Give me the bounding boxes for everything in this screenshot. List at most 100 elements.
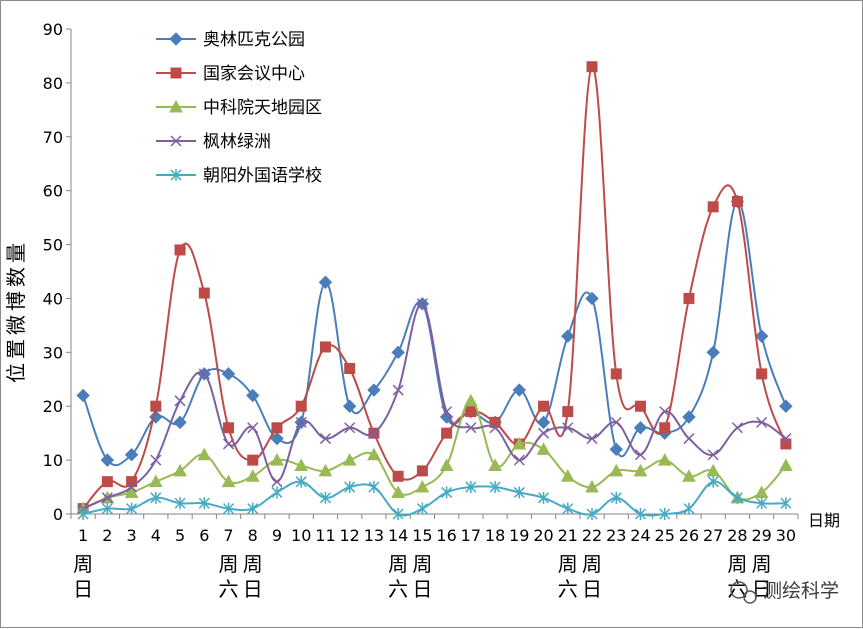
data-point (148, 474, 163, 488)
legend-label: 国家会议中心 (203, 64, 305, 84)
data-point (465, 422, 477, 434)
data-point (270, 453, 284, 466)
data-point (609, 442, 623, 457)
series-1 (76, 194, 793, 467)
data-point (610, 491, 622, 504)
weekday-annotation: 周 (73, 552, 93, 576)
data-point (271, 476, 283, 488)
data-point (659, 422, 671, 434)
data-point (150, 454, 162, 466)
x-tick-label: 29 (751, 526, 771, 545)
data-point (416, 502, 428, 515)
weekday-annotation: 周 (752, 552, 772, 576)
data-point (610, 416, 622, 428)
data-point (150, 491, 162, 504)
x-tick-label: 24 (630, 526, 650, 545)
x-tick-label: 27 (703, 526, 723, 545)
legend-marker (170, 67, 182, 79)
weekday-annotation: 日 (412, 577, 432, 601)
data-point (560, 469, 575, 482)
data-point (633, 421, 648, 435)
data-point (416, 298, 428, 310)
data-point (465, 406, 477, 418)
data-point (562, 502, 574, 515)
data-point (634, 449, 647, 461)
y-axis-label-char: 量 (4, 243, 28, 263)
data-point (706, 345, 720, 360)
data-point (221, 474, 236, 488)
x-tick-label: 6 (199, 526, 209, 545)
y-tick-label: 50 (43, 236, 63, 255)
data-point (295, 475, 307, 488)
weekday-annotation: 周 (727, 552, 747, 576)
data-point (344, 481, 356, 494)
data-point (754, 329, 769, 343)
data-point (731, 195, 743, 207)
weekday-annotation: 周 (582, 552, 602, 576)
y-axis-label-char: 置 (4, 339, 28, 359)
legend-item: 枫林绿洲 (156, 132, 271, 152)
data-point (659, 508, 671, 520)
wechat-icon (730, 581, 757, 604)
data-point (76, 388, 90, 403)
data-point (368, 481, 380, 494)
data-point (392, 384, 404, 396)
data-point (319, 341, 331, 353)
data-point (415, 480, 430, 493)
data-point (245, 469, 260, 482)
legend-marker (170, 169, 182, 181)
data-point (439, 458, 454, 471)
x-tick-label: 12 (340, 526, 360, 545)
data-point (342, 453, 357, 466)
series-line (82, 480, 786, 517)
weekday-annotation: 周 (243, 552, 263, 576)
data-point (441, 406, 453, 418)
data-point (683, 502, 695, 515)
data-point (756, 497, 768, 510)
data-point (319, 433, 331, 445)
data-point (634, 400, 646, 412)
data-point (173, 415, 187, 430)
weekday-annotation: 日 (73, 577, 93, 601)
data-point (101, 492, 113, 504)
data-point (319, 491, 331, 504)
weekday-annotation: 六 (219, 577, 239, 601)
series-5 (77, 475, 792, 520)
x-tick-label: 10 (291, 526, 311, 545)
data-point (124, 485, 139, 498)
data-point (223, 422, 235, 434)
legend-marker (169, 32, 183, 46)
x-tick-label: 4 (151, 526, 161, 545)
watermark-text: 测绘科学 (763, 580, 839, 602)
x-tick-label: 15 (412, 526, 432, 545)
series-layer (76, 61, 793, 520)
data-point (562, 406, 574, 418)
data-point (198, 497, 210, 510)
series-2 (77, 61, 792, 515)
legend-marker (169, 99, 183, 113)
data-point (707, 201, 719, 213)
x-tick-label: 30 (776, 526, 796, 545)
data-point (536, 442, 551, 455)
data-point (100, 453, 115, 467)
data-point (513, 486, 525, 499)
data-point (585, 480, 599, 493)
data-point (538, 400, 550, 412)
y-axis-label-char: 位 (4, 363, 28, 383)
data-point (77, 508, 89, 520)
x-tick-label: 14 (388, 526, 408, 545)
data-point (247, 454, 259, 466)
y-axis-label-char: 微 (4, 315, 28, 335)
data-point (318, 275, 333, 289)
x-tick-label: 23 (606, 526, 626, 545)
data-point (367, 447, 381, 461)
data-point (271, 422, 283, 434)
data-point (391, 485, 405, 498)
x-tick-label: 16 (436, 526, 456, 545)
x-tick-label: 21 (558, 526, 578, 545)
data-point (392, 508, 404, 520)
x-tick-label: 9 (272, 526, 282, 545)
x-tick-label: 13 (364, 526, 384, 545)
